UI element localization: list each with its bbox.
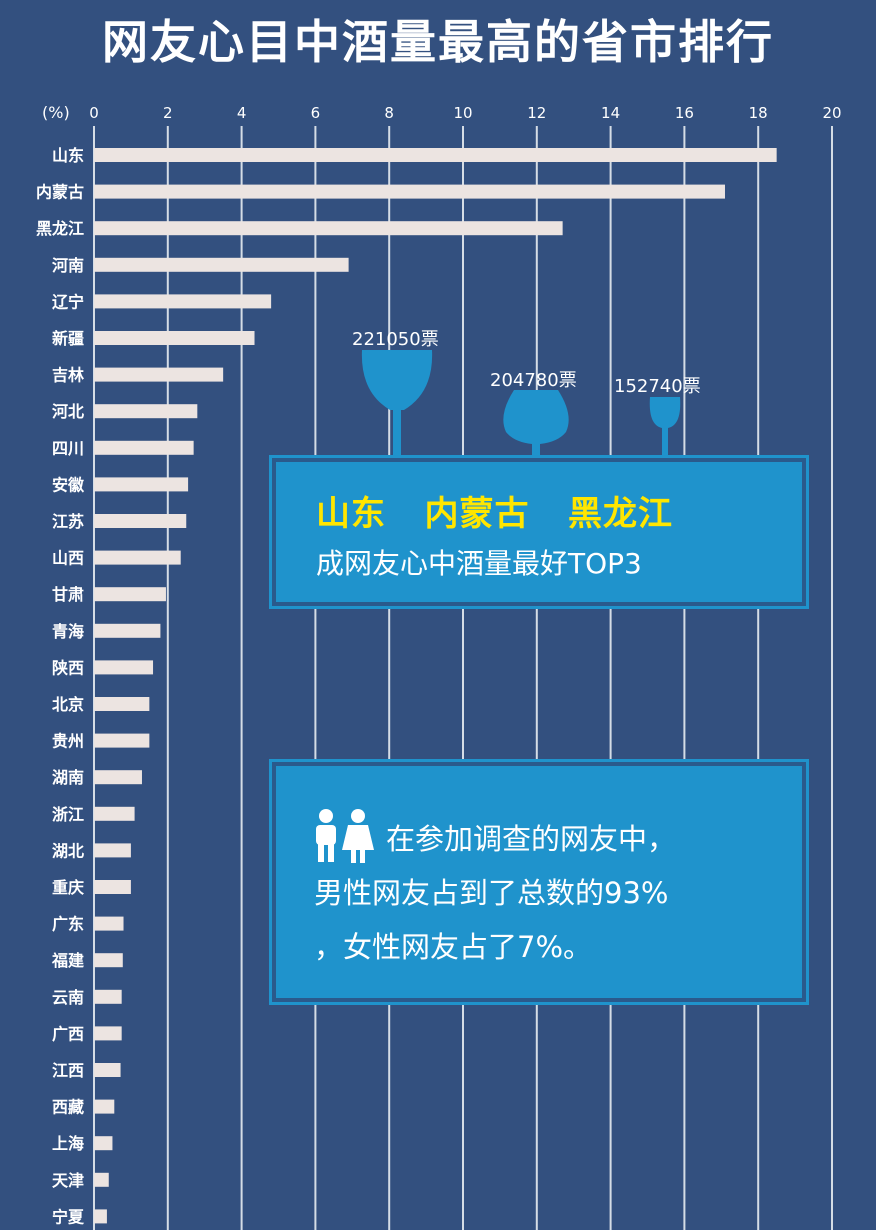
bar-4 bbox=[94, 294, 272, 309]
x-axis-ticks: 0 2 4 6 8 10 12 14 16 18 20 bbox=[89, 104, 841, 122]
bar-0 bbox=[94, 148, 777, 162]
category-label: 贵州 bbox=[52, 732, 84, 751]
survey-line-2: 男性网友占到了总数的93% bbox=[314, 876, 669, 910]
bar-21 bbox=[94, 916, 124, 931]
category-label: 福建 bbox=[51, 951, 84, 970]
category-label: 浙江 bbox=[52, 805, 84, 824]
bar-25 bbox=[94, 1063, 121, 1077]
bar-14 bbox=[94, 660, 154, 675]
gender-survey-card: 在参加调查的网友中， 男性网友占到了总数的93% ，女性网友占了7%。 bbox=[272, 762, 806, 1002]
bar-15 bbox=[94, 697, 150, 711]
category-labels: 山东内蒙古黑龙江河南辽宁新疆吉林河北四川安徽江苏山西甘肃青海陕西北京贵州湖南浙江… bbox=[36, 146, 85, 1226]
bar-23 bbox=[94, 989, 122, 1004]
top3-names: 山东 内蒙古 黑龙江 bbox=[316, 494, 674, 534]
category-label: 北京 bbox=[52, 695, 84, 714]
vote-count-3: 152740票 bbox=[614, 376, 701, 397]
bar-27 bbox=[94, 1136, 113, 1151]
survey-line-3: ，女性网友占了7%。 bbox=[314, 930, 593, 964]
category-label: 新疆 bbox=[52, 329, 84, 348]
category-label: 辽宁 bbox=[52, 292, 84, 311]
bar-20 bbox=[94, 880, 131, 894]
category-label: 宁夏 bbox=[52, 1207, 85, 1226]
bar-24 bbox=[94, 1026, 122, 1041]
vote-count-2: 204780票 bbox=[490, 370, 577, 391]
survey-line-1: 在参加调查的网友中， bbox=[386, 822, 677, 856]
x-tick-label: 14 bbox=[601, 104, 620, 122]
axis-unit-label: (%) bbox=[42, 103, 70, 122]
x-tick-label: 20 bbox=[822, 104, 841, 122]
bar-12 bbox=[94, 587, 166, 602]
category-label: 江苏 bbox=[52, 512, 84, 531]
x-tick-label: 6 bbox=[311, 104, 321, 122]
bar-17 bbox=[94, 770, 142, 785]
bar-13 bbox=[94, 623, 161, 638]
bar-28 bbox=[94, 1172, 109, 1187]
bar-16 bbox=[94, 733, 150, 748]
category-label: 重庆 bbox=[52, 878, 84, 897]
category-label: 陕西 bbox=[52, 658, 84, 677]
page-title: 网友心目中酒量最高的省市排行 bbox=[102, 15, 774, 69]
category-label: 湖南 bbox=[52, 768, 84, 787]
bars bbox=[94, 148, 777, 1224]
wine-glass-icon bbox=[361, 350, 433, 458]
category-label: 四川 bbox=[52, 439, 84, 458]
category-label: 上海 bbox=[52, 1134, 84, 1153]
x-tick-label: 8 bbox=[384, 104, 394, 122]
bar-9 bbox=[94, 477, 189, 492]
x-tick-label: 0 bbox=[89, 104, 99, 122]
shot-glass-icon bbox=[649, 397, 681, 458]
category-label: 湖北 bbox=[52, 841, 84, 860]
x-tick-label: 2 bbox=[163, 104, 173, 122]
category-label: 广西 bbox=[52, 1024, 84, 1043]
bar-1 bbox=[94, 184, 725, 199]
category-label: 甘肃 bbox=[52, 585, 84, 604]
people-icon bbox=[316, 809, 374, 863]
brandy-glass-icon bbox=[503, 390, 569, 458]
category-label: 内蒙古 bbox=[36, 183, 84, 202]
top3-caption: 成网友心中酒量最好TOP3 bbox=[316, 547, 642, 580]
category-label: 江西 bbox=[52, 1061, 84, 1080]
bar-29 bbox=[94, 1209, 107, 1224]
top3-card: 山东 内蒙古 黑龙江 成网友心中酒量最好TOP3 bbox=[272, 458, 806, 606]
bar-19 bbox=[94, 843, 131, 858]
x-tick-label: 18 bbox=[749, 104, 768, 122]
category-label: 山西 bbox=[52, 549, 84, 568]
bar-26 bbox=[94, 1099, 115, 1114]
bar-3 bbox=[94, 257, 349, 272]
x-tick-label: 10 bbox=[453, 104, 472, 122]
category-label: 广东 bbox=[52, 915, 84, 934]
x-tick-label: 12 bbox=[527, 104, 546, 122]
x-tick-label: 16 bbox=[675, 104, 694, 122]
bar-22 bbox=[94, 953, 123, 968]
x-tick-label: 4 bbox=[237, 104, 247, 122]
category-label: 青海 bbox=[52, 622, 84, 641]
bar-8 bbox=[94, 440, 194, 455]
category-label: 山东 bbox=[52, 146, 84, 165]
gridlines bbox=[93, 126, 833, 1230]
category-label: 吉林 bbox=[52, 366, 84, 385]
category-label: 黑龙江 bbox=[36, 219, 84, 238]
category-label: 河北 bbox=[52, 402, 84, 421]
category-label: 安徽 bbox=[52, 475, 85, 494]
bar-10 bbox=[94, 514, 187, 528]
category-label: 云南 bbox=[52, 988, 84, 1007]
bar-6 bbox=[94, 367, 224, 382]
bar-7 bbox=[94, 404, 198, 419]
bar-11 bbox=[94, 550, 181, 565]
bar-5 bbox=[94, 331, 255, 345]
vote-count-1: 221050票 bbox=[352, 329, 439, 350]
bar-2 bbox=[94, 221, 563, 236]
category-label: 天津 bbox=[52, 1171, 84, 1190]
category-label: 西藏 bbox=[52, 1098, 84, 1117]
category-label: 河南 bbox=[52, 256, 84, 275]
bar-18 bbox=[94, 806, 135, 821]
